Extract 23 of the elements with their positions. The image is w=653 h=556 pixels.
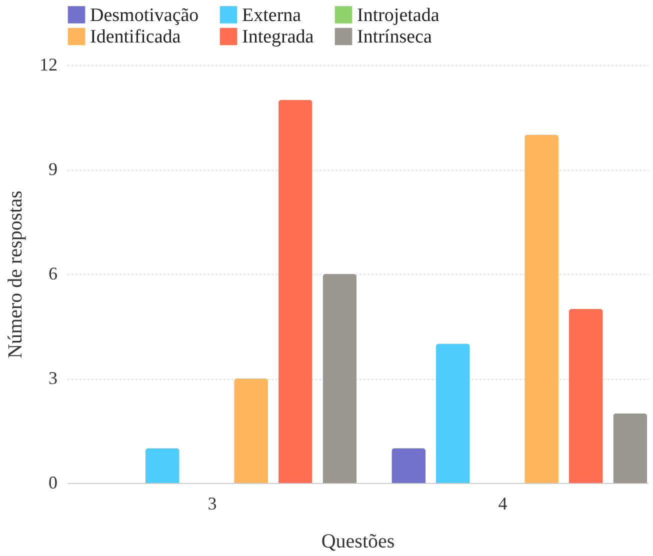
bar — [524, 134, 558, 483]
y-tick-label: 3 — [48, 368, 58, 388]
bar — [145, 448, 180, 483]
legend-label: Integrada — [242, 26, 314, 48]
bar — [613, 413, 648, 483]
y-tick-label: 12 — [40, 54, 58, 74]
y-tick-label: 6 — [48, 264, 58, 284]
bar — [568, 308, 603, 483]
y-tick-label: 9 — [48, 159, 58, 179]
y-tick-label: 0 — [48, 472, 58, 492]
bar — [392, 448, 426, 483]
bar — [436, 344, 470, 483]
legend-label: Intrínseca — [357, 26, 432, 48]
y-axis-title: Número de respostas — [4, 190, 26, 358]
legend-label: Externa — [242, 4, 302, 26]
legend-label: Introjetada — [357, 4, 440, 26]
bar — [322, 274, 357, 483]
bar — [278, 100, 312, 483]
bar — [234, 378, 268, 483]
legend-label: Desmotivação — [90, 4, 199, 26]
x-axis-title: Questões — [321, 530, 395, 552]
legend-label: Identificada — [90, 26, 182, 48]
x-tick-label: 4 — [498, 494, 508, 514]
